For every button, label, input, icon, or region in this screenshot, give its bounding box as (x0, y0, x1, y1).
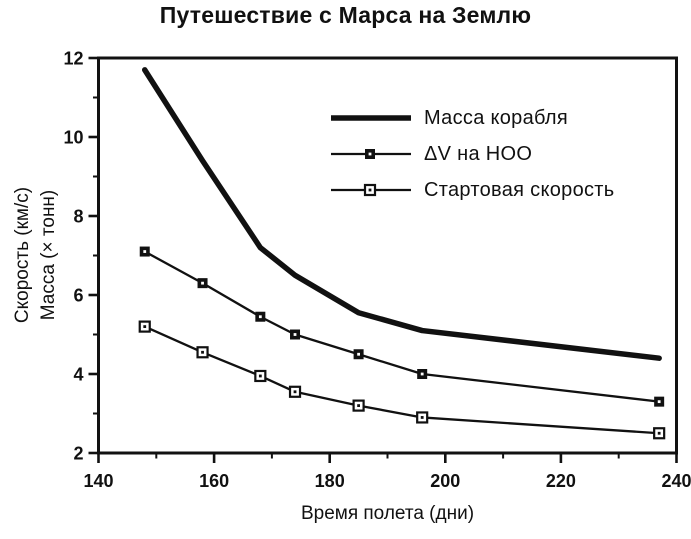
series-line-0 (141, 67, 662, 361)
x-tick-label: 140 (83, 471, 113, 491)
open-square-marker-dot (143, 325, 147, 328)
x-axis-label: Время полета (дни) (300, 503, 475, 524)
y-tick-label: 12 (63, 49, 83, 69)
series-line-2 (143, 325, 661, 435)
filled-square-marker-dot (143, 250, 147, 253)
filled-square-marker-dot (293, 333, 297, 336)
y-axis-label-line2: Масса (× тонн) (38, 189, 59, 321)
open-square-line-sample-icon (331, 183, 411, 197)
y-axis-label-line1: Скорость (км/с) (12, 186, 33, 324)
open-square-marker-dot (357, 404, 360, 407)
filled-square-marker-dot (258, 315, 262, 319)
legend-label-launch: Стартовая скорость (424, 178, 615, 201)
open-square-marker-dot (420, 416, 424, 419)
x-tick-label: 160 (199, 471, 229, 491)
x-tick-label: 180 (315, 471, 345, 491)
filled-square-marker-dot (201, 281, 204, 285)
filled-square-line-sample-icon (331, 149, 411, 159)
legend-row-dv: ΔV на НОО (330, 136, 614, 172)
x-tick-label: 240 (661, 471, 691, 491)
legend-label-mass: Масса корабля (424, 106, 568, 129)
x-tick-label: 220 (546, 471, 576, 491)
thick-line-sample-icon (331, 115, 411, 121)
open-square-marker-dot (201, 350, 204, 354)
chart-title: Путешествие с Марса на Землю (159, 2, 532, 28)
y-tick-label: 2 (73, 444, 83, 464)
filled-square-marker-dot (357, 352, 360, 356)
open-square-marker-dot (657, 431, 661, 435)
open-square-marker-dot (293, 390, 297, 394)
legend-row-launch: Стартовая скорость (330, 172, 614, 208)
y-tick-label: 8 (73, 207, 83, 227)
open-square-marker-dot (258, 374, 262, 378)
y-tick-label: 6 (73, 286, 83, 306)
x-tick-label: 200 (430, 471, 460, 491)
legend-row-mass: Масса корабля (330, 100, 614, 136)
filled-square-marker-dot (420, 372, 424, 376)
y-axis-label: Скорость (км/с) Масса (× тонн) (10, 105, 62, 405)
legend: Масса корабля ΔV на НОО Стартовая скорос… (330, 100, 614, 208)
filled-square-marker-dot (657, 400, 661, 404)
y-tick-label: 4 (73, 365, 83, 385)
legend-label-dv: ΔV на НОО (424, 142, 533, 165)
y-tick-label: 10 (63, 128, 83, 148)
